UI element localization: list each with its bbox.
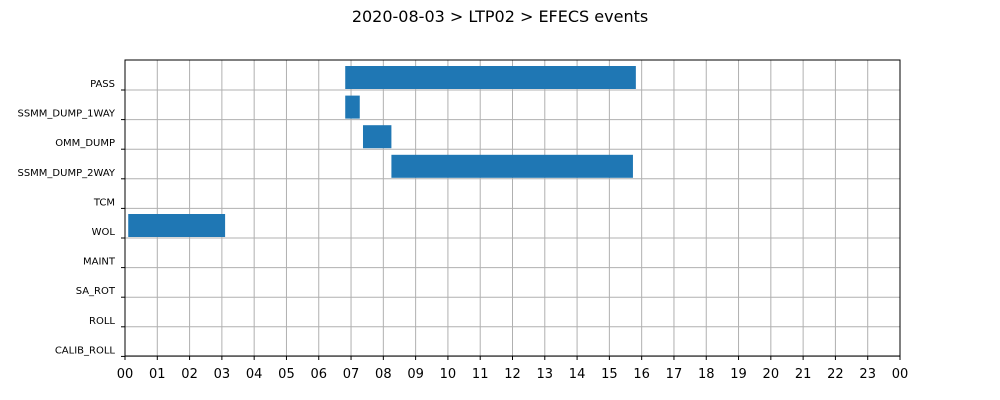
event-bar: [362, 125, 392, 149]
y-tick-label: TCM: [93, 197, 115, 208]
x-tick-label: 21: [795, 367, 812, 382]
x-tick-label: 03: [214, 367, 231, 382]
event-bar: [128, 214, 226, 237]
event-bar: [345, 66, 636, 89]
grid: [124, 60, 901, 357]
y-tick-label: SSMM_DUMP_1WAY: [17, 109, 115, 120]
y-tick-label: SA_ROT: [76, 286, 116, 297]
y-tick-label: CALIB_ROLL: [55, 345, 116, 356]
x-tick-label: 01: [149, 367, 166, 382]
x-tick-label: 22: [827, 367, 844, 382]
x-tick-label: 11: [472, 367, 489, 382]
x-tick-label: 15: [601, 367, 618, 382]
y-ticks: PASS SSMM_DUMP_1WAY OMM_DUMP SSMM_DUMP_2WAY…: [17, 79, 125, 357]
x-tick-label: 00: [892, 367, 909, 382]
x-tick-label: 17: [666, 367, 683, 382]
x-tick-label: 05: [278, 367, 295, 382]
x-tick-label: 04: [246, 367, 263, 382]
y-tick-label: ROLL: [89, 316, 115, 327]
x-tick-label: 23: [859, 367, 876, 382]
x-tick-label: 18: [698, 367, 715, 382]
x-tick-label: 09: [407, 367, 424, 382]
x-tick-label: 13: [537, 367, 554, 382]
x-tick-label: 19: [730, 367, 747, 382]
y-tick-label: OMM_DUMP: [55, 138, 115, 149]
y-tick-label: WOL: [92, 227, 116, 238]
x-tick-label: 07: [343, 367, 360, 382]
x-tick-label: 08: [375, 367, 392, 382]
y-tick-label: SSMM_DUMP_2WAY: [17, 168, 115, 179]
x-tick-label: 00: [117, 367, 134, 382]
y-tick-label: MAINT: [83, 257, 116, 268]
x-tick-label: 14: [569, 367, 586, 382]
event-bar: [391, 154, 633, 178]
event-bar: [345, 95, 360, 119]
y-tick-label: PASS: [90, 79, 115, 90]
x-tick-label: 10: [440, 367, 457, 382]
event-bars: [128, 66, 636, 237]
x-tick-label: 02: [181, 367, 198, 382]
chart-title: 2020-08-03 > LTP02 > EFECS events: [352, 7, 648, 26]
x-tick-label: 20: [763, 367, 780, 382]
x-ticks: 00 01 02 03 04 05 06 07 08 09 10 11 12 13 14 15 16 17 18 19…: [117, 356, 909, 382]
x-tick-label: 06: [310, 367, 327, 382]
x-tick-label: 16: [633, 367, 650, 382]
x-tick-label: 12: [504, 367, 521, 382]
